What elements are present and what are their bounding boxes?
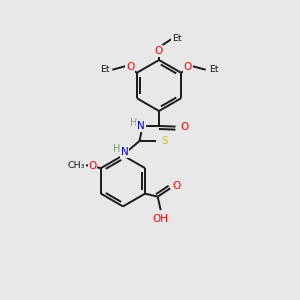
Text: S: S: [162, 136, 168, 146]
Text: OH: OH: [153, 214, 169, 224]
Text: O: O: [126, 62, 134, 72]
Text: H: H: [113, 144, 121, 154]
Text: O: O: [184, 62, 192, 72]
Text: O: O: [88, 161, 97, 171]
Text: CH₃: CH₃: [68, 161, 85, 170]
Text: O: O: [173, 181, 181, 191]
Text: H: H: [130, 118, 138, 128]
Text: O: O: [154, 46, 162, 56]
Text: Et: Et: [100, 65, 109, 74]
Text: Et: Et: [172, 34, 182, 43]
Text: O: O: [180, 122, 189, 132]
Text: N: N: [137, 121, 145, 131]
Text: N: N: [121, 147, 128, 158]
Text: Et: Et: [209, 65, 218, 74]
